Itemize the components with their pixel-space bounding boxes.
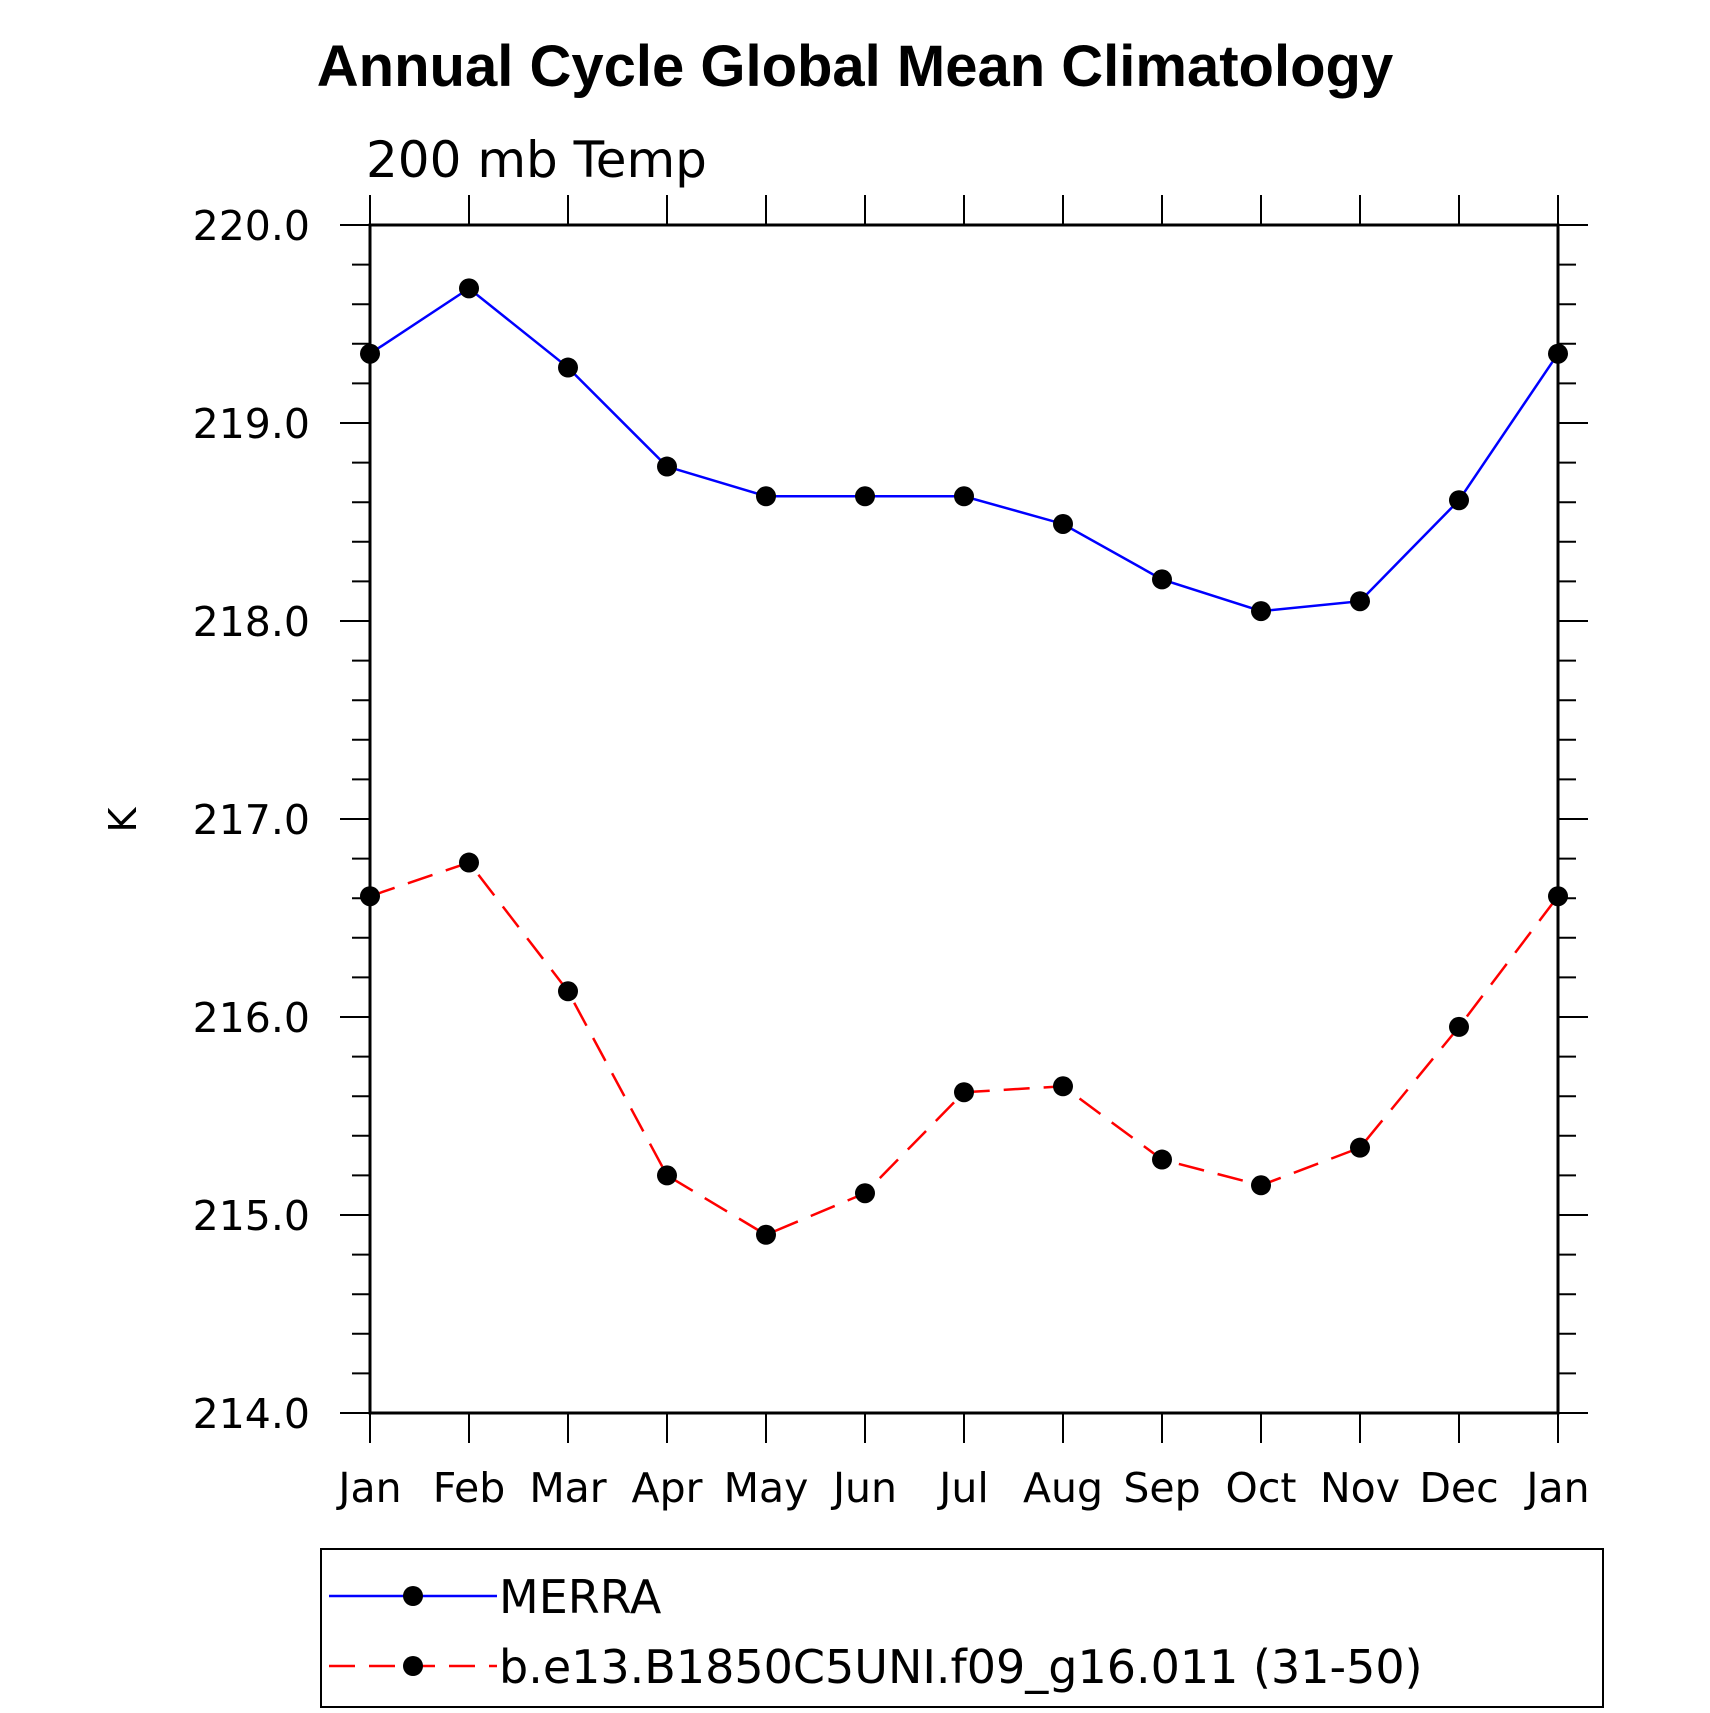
- y-tick-label: 220.0: [193, 202, 310, 250]
- data-point: [1053, 513, 1073, 534]
- chart-subtitle: 200 mb Temp: [366, 131, 707, 189]
- x-tick-label: Apr: [632, 1464, 703, 1512]
- data-point: [1350, 591, 1370, 612]
- x-tick-label: May: [724, 1464, 809, 1512]
- y-tick-label: 219.0: [193, 400, 310, 448]
- data-point: [756, 1224, 776, 1245]
- data-point: [1152, 1149, 1172, 1170]
- data-point: [1449, 1016, 1469, 1037]
- x-tick-labels: Jan Feb Mar Apr May Jun Jul Aug Sep Oct Nov Dec Jan: [335, 1464, 1589, 1512]
- y-tick-label: 217.0: [193, 796, 310, 844]
- data-point: [1251, 1175, 1271, 1196]
- plot-frame: [368, 223, 1560, 1415]
- legend-box: [320, 1548, 1604, 1708]
- chart-title: Annual Cycle Global Mean Climatology: [317, 34, 1393, 99]
- y-tick-label: 215.0: [193, 1192, 310, 1240]
- y-tick-label: 214.0: [193, 1390, 310, 1438]
- y-tick-label: 216.0: [193, 994, 310, 1042]
- data-point: [657, 1165, 677, 1186]
- y-tick-labels: 214.0 215.0 216.0 217.0 218.0 219.0 220.0: [193, 202, 310, 1438]
- data-point: [855, 1183, 875, 1204]
- data-point: [657, 456, 677, 477]
- x-tick-label: Mar: [529, 1464, 606, 1512]
- y-tick-label: 218.0: [193, 598, 310, 646]
- x-tick-label: Nov: [1320, 1464, 1400, 1512]
- legend-label: MERRA: [499, 1570, 662, 1624]
- legend-swatch-marker: [403, 1656, 423, 1676]
- x-tick-label: Jul: [936, 1464, 988, 1512]
- data-point: [558, 981, 578, 1002]
- data-point: [954, 486, 974, 507]
- series-line-0: [369, 286, 1560, 613]
- axis-ticks: [340, 195, 1588, 1443]
- data-point: [459, 852, 479, 873]
- data-point: [1152, 569, 1172, 590]
- data-point: [558, 357, 578, 378]
- series-line-1: [369, 861, 1559, 1237]
- x-tick-label: Feb: [433, 1464, 506, 1512]
- x-tick-label: Aug: [1023, 1464, 1103, 1512]
- legend: MERRA b.e13.B1850C5UNI.f09_g16.011 (31-50…: [320, 1548, 1604, 1708]
- data-point: [855, 486, 875, 507]
- y-axis-label: K: [101, 806, 145, 832]
- data-point: [756, 486, 776, 507]
- x-tick-label: Jan: [1523, 1464, 1589, 1512]
- data-point: [1350, 1137, 1370, 1158]
- x-tick-label: Jan: [335, 1464, 401, 1512]
- x-tick-label: Jun: [830, 1464, 897, 1512]
- x-tick-label: Sep: [1123, 1464, 1200, 1512]
- data-point: [459, 278, 479, 299]
- x-tick-label: Oct: [1226, 1464, 1297, 1512]
- data-point: [1449, 490, 1469, 511]
- data-point: [954, 1082, 974, 1103]
- legend-label: b.e13.B1850C5UNI.f09_g16.011 (31-50): [499, 1640, 1423, 1694]
- data-point: [1251, 601, 1271, 622]
- series-group: [360, 278, 1568, 1245]
- data-point: [1053, 1076, 1073, 1097]
- legend-swatch-marker: [403, 1586, 423, 1606]
- x-tick-label: Dec: [1419, 1464, 1498, 1512]
